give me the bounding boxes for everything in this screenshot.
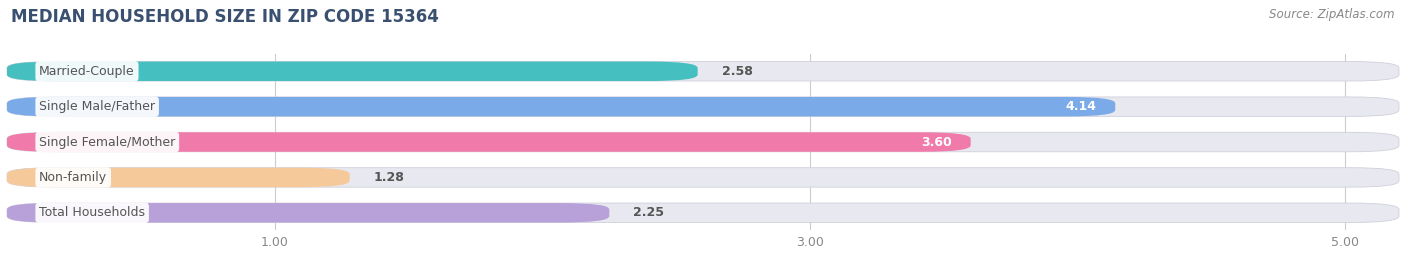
Text: Single Female/Mother: Single Female/Mother: [39, 136, 176, 148]
Text: Total Households: Total Households: [39, 206, 145, 219]
FancyBboxPatch shape: [7, 203, 1399, 222]
Text: 1.28: 1.28: [374, 171, 405, 184]
FancyBboxPatch shape: [7, 97, 1115, 116]
Text: Non-family: Non-family: [39, 171, 107, 184]
Text: 4.14: 4.14: [1066, 100, 1097, 113]
FancyBboxPatch shape: [7, 97, 1399, 116]
FancyBboxPatch shape: [7, 132, 1399, 152]
FancyBboxPatch shape: [7, 62, 697, 81]
Text: Married-Couple: Married-Couple: [39, 65, 135, 78]
Text: 2.58: 2.58: [721, 65, 752, 78]
Text: 2.25: 2.25: [633, 206, 665, 219]
Text: Single Male/Father: Single Male/Father: [39, 100, 155, 113]
Text: Source: ZipAtlas.com: Source: ZipAtlas.com: [1270, 8, 1395, 21]
FancyBboxPatch shape: [7, 168, 1399, 187]
Text: MEDIAN HOUSEHOLD SIZE IN ZIP CODE 15364: MEDIAN HOUSEHOLD SIZE IN ZIP CODE 15364: [11, 8, 439, 26]
FancyBboxPatch shape: [7, 168, 350, 187]
Text: 3.60: 3.60: [921, 136, 952, 148]
FancyBboxPatch shape: [7, 203, 609, 222]
FancyBboxPatch shape: [7, 132, 970, 152]
FancyBboxPatch shape: [7, 62, 1399, 81]
